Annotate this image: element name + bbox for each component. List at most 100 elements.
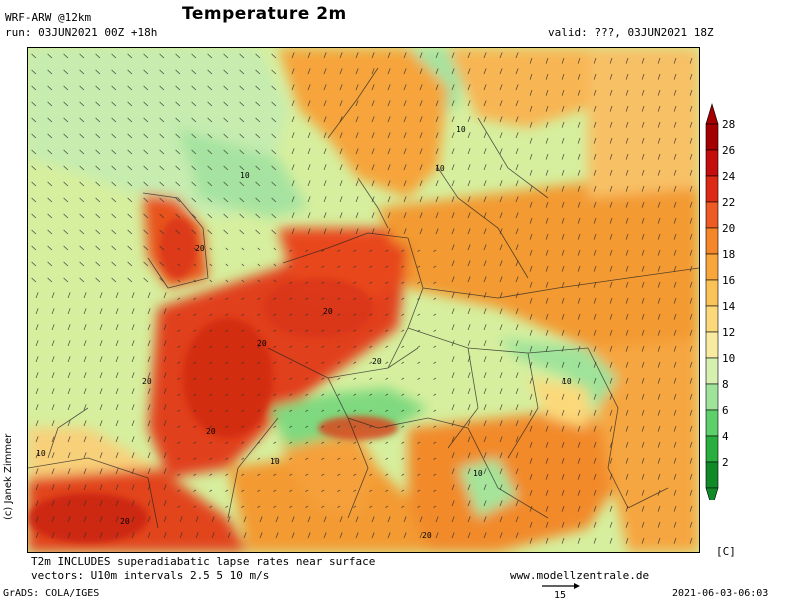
wind-vector: [371, 516, 375, 523]
wind-vector: [271, 197, 277, 203]
wind-vector: [435, 100, 439, 107]
wind-vector: [483, 292, 487, 299]
wind-vector: [625, 505, 629, 512]
wind-vector: [191, 213, 197, 219]
wind-vector: [529, 121, 533, 128]
wind-vector: [131, 420, 135, 427]
wind-vector: [195, 532, 199, 539]
wind-vector: [67, 324, 71, 331]
colorbar-unit: [C]: [716, 545, 736, 558]
wind-vector: [225, 425, 229, 428]
wind-vector: [609, 201, 613, 208]
wind-vector: [577, 457, 581, 464]
wind-vector: [403, 164, 407, 171]
wind-vector: [657, 217, 661, 224]
contour-label: 20: [323, 307, 333, 316]
wind-vector: [131, 372, 135, 379]
wind-vector: [673, 89, 677, 96]
wind-vector: [353, 345, 357, 348]
wind-vector: [515, 196, 519, 203]
wind-vector: [163, 468, 167, 475]
wind-vector: [419, 68, 423, 75]
wind-vector: [111, 261, 117, 267]
wind-vector: [209, 361, 213, 364]
colorbar-swatch: [705, 253, 719, 281]
wind-vector: [321, 281, 325, 284]
wind-vector: [339, 516, 343, 523]
wind-vector: [467, 84, 471, 91]
wind-vector: [143, 117, 149, 123]
wind-vector: [657, 313, 661, 320]
wind-vector: [483, 244, 487, 251]
wind-vector: [321, 313, 325, 316]
wind-vector: [401, 297, 405, 300]
wind-vector: [673, 57, 677, 64]
wind-vector: [51, 452, 55, 459]
wind-vector: [63, 229, 69, 235]
wind-vector: [63, 133, 69, 139]
wind-vector: [207, 69, 213, 75]
wind-vector: [241, 263, 245, 267]
wind-vector: [255, 85, 261, 91]
wind-vector: [305, 329, 309, 332]
wind-vector: [529, 521, 533, 528]
wind-vector: [99, 516, 103, 523]
wind-vector: [657, 201, 661, 208]
wind-vector: [127, 101, 133, 107]
wind-vector: [147, 356, 151, 363]
wind-vector: [239, 117, 245, 123]
wind-vector: [609, 281, 613, 288]
wind-vector: [385, 441, 389, 444]
wind-vector: [625, 89, 629, 96]
wind-vector: [467, 388, 471, 395]
wind-vector: [239, 197, 245, 203]
wind-vector: [83, 292, 87, 299]
wind-vector: [419, 516, 423, 523]
wind-vector: [115, 372, 119, 379]
wind-vector: [307, 148, 311, 155]
contour-label: 20: [372, 357, 382, 366]
wind-vector: [545, 265, 549, 272]
wind-vector: [593, 169, 597, 176]
wind-vector: [323, 532, 327, 539]
wind-vector: [417, 281, 421, 284]
wind-vector: [31, 53, 37, 59]
wind-vector: [337, 473, 341, 476]
wind-vector: [163, 404, 167, 411]
wind-vector: [369, 265, 373, 268]
wind-vector: [291, 52, 295, 59]
wind-vector: [561, 217, 565, 224]
wind-vector: [257, 473, 261, 476]
wind-vector: [321, 473, 325, 476]
wind-vector: [515, 452, 519, 459]
wind-vector: [593, 105, 597, 112]
wind-vector: [689, 393, 693, 400]
wind-vector: [307, 228, 311, 235]
wind-vector: [371, 132, 375, 139]
wind-vector: [47, 101, 53, 107]
wind-vector: [83, 340, 87, 347]
wind-vector: [433, 361, 437, 364]
wind-vector: [577, 441, 581, 448]
wind-vector: [321, 249, 325, 252]
wind-vector: [387, 132, 391, 139]
wind-vector: [175, 53, 181, 59]
wind-vector: [35, 436, 39, 443]
wind-vector: [483, 68, 487, 75]
wind-vector: [291, 132, 295, 139]
wind-vector: [529, 169, 533, 176]
wind-vector: [499, 100, 503, 107]
wind-vector: [689, 57, 693, 64]
wind-vector: [271, 149, 277, 155]
wind-vector: [225, 377, 229, 380]
wind-vector: [499, 516, 503, 523]
wind-vector: [609, 249, 613, 256]
wind-vector: [115, 308, 119, 315]
wind-vector: [339, 532, 343, 539]
wind-vector: [467, 148, 471, 155]
colorbar-swatch: [705, 227, 719, 255]
wind-vector: [561, 121, 565, 128]
wind-vector: [291, 212, 295, 219]
wind-vector: [593, 249, 597, 256]
wind-vector: [689, 185, 693, 192]
